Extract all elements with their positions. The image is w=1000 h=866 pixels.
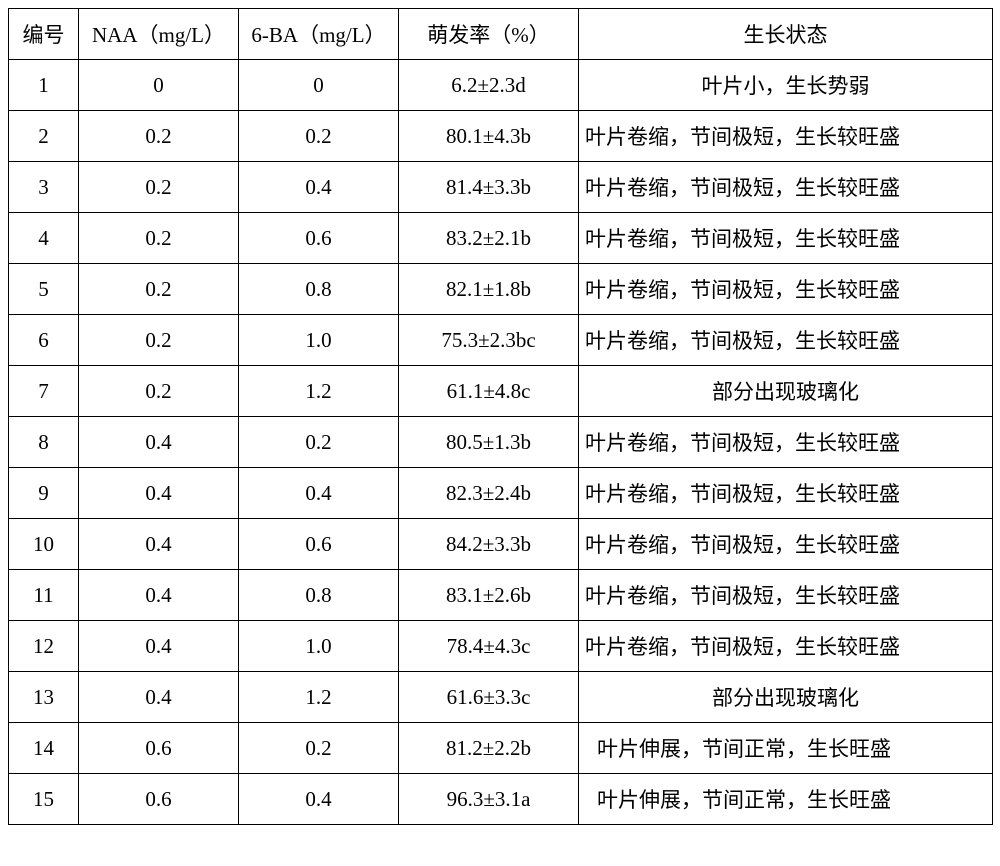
cell-state: 部分出现玻璃化 xyxy=(579,672,993,723)
cell-ba: 0.4 xyxy=(239,774,399,825)
cell-rate: 6.2±2.3d xyxy=(399,60,579,111)
table-row: 100.40.684.2±3.3b叶片卷缩，节间极短，生长较旺盛 xyxy=(9,519,993,570)
cell-naa: 0 xyxy=(79,60,239,111)
cell-state: 叶片卷缩，节间极短，生长较旺盛 xyxy=(579,213,993,264)
cell-state: 叶片卷缩，节间极短，生长较旺盛 xyxy=(579,315,993,366)
table-header-row: 编号 NAA（mg/L） 6-BA（mg/L） 萌发率（%） 生长状态 xyxy=(9,9,993,60)
cell-ba: 0.6 xyxy=(239,519,399,570)
cell-naa: 0.4 xyxy=(79,570,239,621)
cell-state: 叶片卷缩，节间极短，生长较旺盛 xyxy=(579,570,993,621)
cell-rate: 82.3±2.4b xyxy=(399,468,579,519)
cell-naa: 0.2 xyxy=(79,111,239,162)
cell-naa: 0.2 xyxy=(79,213,239,264)
cell-rate: 81.2±2.2b xyxy=(399,723,579,774)
cell-id: 14 xyxy=(9,723,79,774)
cell-ba: 0.8 xyxy=(239,264,399,315)
cell-ba: 1.2 xyxy=(239,366,399,417)
table-row: 150.60.496.3±3.1a叶片伸展，节间正常，生长旺盛 xyxy=(9,774,993,825)
cell-id: 1 xyxy=(9,60,79,111)
col-header-rate: 萌发率（%） xyxy=(399,9,579,60)
table-row: 140.60.281.2±2.2b叶片伸展，节间正常，生长旺盛 xyxy=(9,723,993,774)
cell-ba: 0 xyxy=(239,60,399,111)
cell-rate: 80.1±4.3b xyxy=(399,111,579,162)
table-row: 30.20.481.4±3.3b叶片卷缩，节间极短，生长较旺盛 xyxy=(9,162,993,213)
cell-id: 2 xyxy=(9,111,79,162)
table-row: 80.40.280.5±1.3b叶片卷缩，节间极短，生长较旺盛 xyxy=(9,417,993,468)
cell-rate: 83.2±2.1b xyxy=(399,213,579,264)
cell-naa: 0.6 xyxy=(79,774,239,825)
cell-state: 叶片卷缩，节间极短，生长较旺盛 xyxy=(579,519,993,570)
cell-id: 13 xyxy=(9,672,79,723)
cell-id: 15 xyxy=(9,774,79,825)
cell-naa: 0.2 xyxy=(79,264,239,315)
table-row: 110.40.883.1±2.6b叶片卷缩，节间极短，生长较旺盛 xyxy=(9,570,993,621)
cell-state: 叶片卷缩，节间极短，生长较旺盛 xyxy=(579,468,993,519)
cell-rate: 78.4±4.3c xyxy=(399,621,579,672)
col-header-id: 编号 xyxy=(9,9,79,60)
cell-naa: 0.4 xyxy=(79,417,239,468)
cell-ba: 0.8 xyxy=(239,570,399,621)
cell-id: 9 xyxy=(9,468,79,519)
cell-id: 10 xyxy=(9,519,79,570)
table-row: 50.20.882.1±1.8b叶片卷缩，节间极短，生长较旺盛 xyxy=(9,264,993,315)
cell-naa: 0.4 xyxy=(79,519,239,570)
table-row: 120.41.078.4±4.3c叶片卷缩，节间极短，生长较旺盛 xyxy=(9,621,993,672)
cell-naa: 0.4 xyxy=(79,672,239,723)
cell-state: 叶片伸展，节间正常，生长旺盛 xyxy=(579,723,993,774)
cell-state: 叶片卷缩，节间极短，生长较旺盛 xyxy=(579,162,993,213)
cell-state: 部分出现玻璃化 xyxy=(579,366,993,417)
cell-rate: 80.5±1.3b xyxy=(399,417,579,468)
table-row: 70.21.261.1±4.8c部分出现玻璃化 xyxy=(9,366,993,417)
cell-ba: 0.2 xyxy=(239,417,399,468)
cell-naa: 0.4 xyxy=(79,621,239,672)
cell-id: 4 xyxy=(9,213,79,264)
cell-id: 12 xyxy=(9,621,79,672)
table-body: 1006.2±2.3d叶片小，生长势弱20.20.280.1±4.3b叶片卷缩，… xyxy=(9,60,993,825)
table-row: 90.40.482.3±2.4b叶片卷缩，节间极短，生长较旺盛 xyxy=(9,468,993,519)
cell-id: 5 xyxy=(9,264,79,315)
cell-id: 7 xyxy=(9,366,79,417)
cell-naa: 0.2 xyxy=(79,162,239,213)
cell-ba: 0.4 xyxy=(239,468,399,519)
cell-state: 叶片小，生长势弱 xyxy=(579,60,993,111)
cell-rate: 82.1±1.8b xyxy=(399,264,579,315)
cell-state: 叶片卷缩，节间极短，生长较旺盛 xyxy=(579,264,993,315)
cell-rate: 61.1±4.8c xyxy=(399,366,579,417)
cell-naa: 0.4 xyxy=(79,468,239,519)
cell-ba: 0.2 xyxy=(239,723,399,774)
cell-rate: 84.2±3.3b xyxy=(399,519,579,570)
cell-id: 3 xyxy=(9,162,79,213)
cell-ba: 1.0 xyxy=(239,621,399,672)
cell-naa: 0.6 xyxy=(79,723,239,774)
cell-state: 叶片卷缩，节间极短，生长较旺盛 xyxy=(579,417,993,468)
cell-state: 叶片卷缩，节间极短，生长较旺盛 xyxy=(579,621,993,672)
col-header-ba: 6-BA（mg/L） xyxy=(239,9,399,60)
cell-naa: 0.2 xyxy=(79,315,239,366)
cell-ba: 0.4 xyxy=(239,162,399,213)
table-row: 1006.2±2.3d叶片小，生长势弱 xyxy=(9,60,993,111)
table-row: 60.21.075.3±2.3bc叶片卷缩，节间极短，生长较旺盛 xyxy=(9,315,993,366)
cell-ba: 0.6 xyxy=(239,213,399,264)
cell-rate: 83.1±2.6b xyxy=(399,570,579,621)
cell-state: 叶片卷缩，节间极短，生长较旺盛 xyxy=(579,111,993,162)
cell-naa: 0.2 xyxy=(79,366,239,417)
cell-id: 8 xyxy=(9,417,79,468)
cell-rate: 81.4±3.3b xyxy=(399,162,579,213)
data-table: 编号 NAA（mg/L） 6-BA（mg/L） 萌发率（%） 生长状态 1006… xyxy=(8,8,993,825)
cell-rate: 61.6±3.3c xyxy=(399,672,579,723)
table-row: 130.41.261.6±3.3c部分出现玻璃化 xyxy=(9,672,993,723)
table-row: 20.20.280.1±4.3b叶片卷缩，节间极短，生长较旺盛 xyxy=(9,111,993,162)
col-header-state: 生长状态 xyxy=(579,9,993,60)
cell-state: 叶片伸展，节间正常，生长旺盛 xyxy=(579,774,993,825)
col-header-naa: NAA（mg/L） xyxy=(79,9,239,60)
cell-rate: 75.3±2.3bc xyxy=(399,315,579,366)
cell-ba: 0.2 xyxy=(239,111,399,162)
cell-id: 11 xyxy=(9,570,79,621)
cell-rate: 96.3±3.1a xyxy=(399,774,579,825)
cell-ba: 1.0 xyxy=(239,315,399,366)
cell-ba: 1.2 xyxy=(239,672,399,723)
cell-id: 6 xyxy=(9,315,79,366)
table-row: 40.20.683.2±2.1b叶片卷缩，节间极短，生长较旺盛 xyxy=(9,213,993,264)
